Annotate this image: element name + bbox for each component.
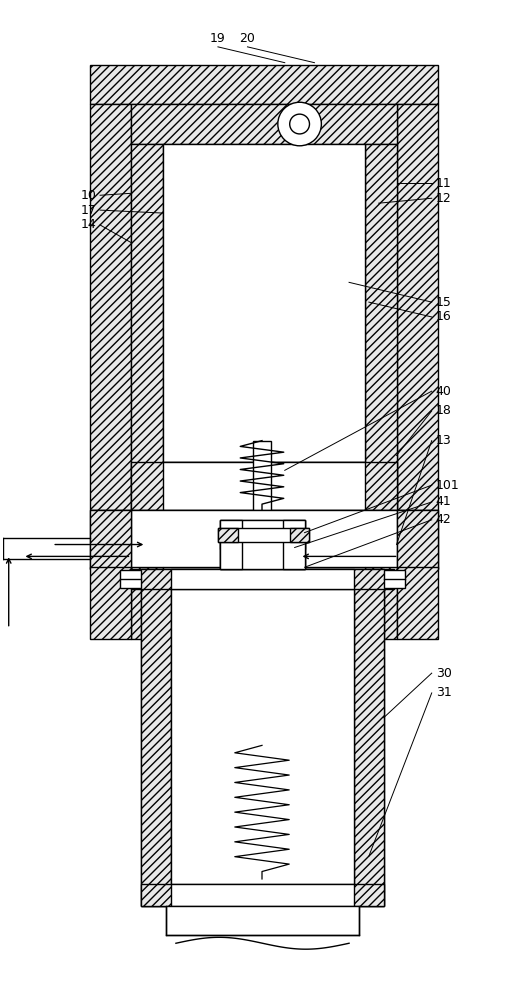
Text: 16: 16: [435, 310, 452, 323]
Bar: [171, 884, 354, 906]
Text: 41: 41: [435, 495, 452, 508]
Bar: [132, 567, 163, 639]
Text: 14: 14: [80, 218, 96, 231]
Bar: [384, 570, 406, 588]
Text: 19: 19: [210, 32, 226, 45]
Bar: [132, 144, 163, 510]
Bar: [132, 510, 397, 569]
Bar: [90, 510, 438, 569]
Bar: [90, 104, 132, 510]
Text: 18: 18: [435, 404, 452, 417]
Bar: [163, 567, 365, 639]
Text: 12: 12: [435, 192, 452, 205]
Bar: [171, 569, 354, 906]
Text: 40: 40: [435, 385, 452, 398]
Bar: [397, 567, 438, 639]
Bar: [90, 65, 438, 104]
Circle shape: [290, 114, 310, 134]
Bar: [90, 567, 132, 639]
Bar: [219, 528, 238, 542]
Bar: [221, 520, 242, 569]
Text: 101: 101: [435, 479, 460, 492]
Bar: [166, 906, 359, 935]
Bar: [141, 569, 171, 906]
Bar: [119, 570, 141, 588]
Text: 17: 17: [80, 204, 96, 217]
Bar: [132, 462, 397, 510]
Bar: [163, 462, 365, 510]
Bar: [90, 510, 132, 569]
Circle shape: [278, 102, 321, 146]
Text: 20: 20: [239, 32, 255, 45]
Bar: [219, 528, 310, 542]
Bar: [290, 528, 310, 542]
Text: 13: 13: [435, 434, 452, 447]
Bar: [221, 540, 304, 569]
Bar: [397, 104, 438, 510]
Bar: [163, 144, 365, 462]
Text: 31: 31: [435, 686, 452, 699]
Bar: [397, 510, 438, 569]
Text: 11: 11: [435, 177, 452, 190]
Bar: [283, 520, 304, 569]
Bar: [141, 569, 384, 906]
Text: 30: 30: [435, 667, 452, 680]
Text: 15: 15: [435, 296, 452, 309]
Bar: [221, 520, 304, 549]
Bar: [171, 569, 354, 589]
Bar: [253, 441, 271, 787]
Bar: [365, 567, 397, 639]
Bar: [132, 569, 394, 589]
Bar: [221, 520, 304, 569]
Bar: [141, 884, 384, 906]
Bar: [365, 144, 397, 510]
Bar: [354, 569, 384, 906]
Bar: [132, 104, 397, 144]
Text: 42: 42: [435, 513, 452, 526]
Text: 10: 10: [80, 189, 96, 202]
